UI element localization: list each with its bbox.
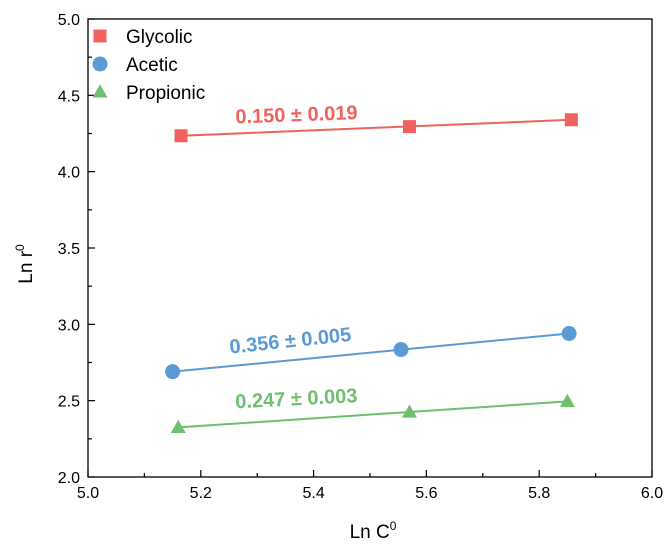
x-tick-label: 5.6 xyxy=(415,485,437,502)
y-tick-label: 3.0 xyxy=(58,317,80,334)
acetic-data-point xyxy=(165,364,181,380)
legend-propionic-marker xyxy=(92,84,108,98)
data-markers xyxy=(165,113,578,433)
y-tick-label: 5.0 xyxy=(58,12,80,29)
y-tick-label: 2.0 xyxy=(58,470,80,487)
glycolic-fit-line xyxy=(181,118,572,137)
y-tick-label: 3.5 xyxy=(58,241,80,258)
propionic-data-point xyxy=(559,393,575,407)
acetic-data-point xyxy=(561,325,577,341)
legend: Glycolic Acetic Propionic xyxy=(92,27,205,104)
legend-glycolic-marker xyxy=(93,29,107,43)
x-tick-label: 5.2 xyxy=(190,485,212,502)
glycolic-slope-label: 0.150 ± 0.019 xyxy=(235,102,358,128)
glycolic-data-point xyxy=(564,113,578,127)
x-tick-label: 5.0 xyxy=(77,485,99,502)
legend-acetic-marker xyxy=(92,56,108,72)
y-tick-label: 2.5 xyxy=(58,394,80,411)
acetic-fit-line xyxy=(172,332,570,373)
x-tick-label: 6.0 xyxy=(641,485,663,502)
acetic-slope-label: 0.356 ± 0.005 xyxy=(229,324,353,359)
acetic-data-point xyxy=(393,342,409,358)
y-tick-label: 4.5 xyxy=(58,88,80,105)
y-tick-label: 4.0 xyxy=(58,165,80,182)
x-tick-label: 5.8 xyxy=(528,485,550,502)
fit-lines xyxy=(172,118,572,429)
y-axis-label: Ln r0 xyxy=(13,244,37,284)
legend-propionic-label: Propionic xyxy=(126,83,205,104)
propionic-slope-label: 0.247 ± 0.003 xyxy=(235,385,358,413)
slope-labels: 0.150 ± 0.019 0.356 ± 0.005 0.247 ± 0.003 xyxy=(229,102,358,413)
legend-acetic-label: Acetic xyxy=(126,55,178,76)
propionic-data-point xyxy=(402,404,417,418)
propionic-data-point xyxy=(170,419,186,433)
x-tick-label: 5.4 xyxy=(302,485,324,502)
glycolic-data-point xyxy=(174,129,188,143)
propionic-fit-line xyxy=(178,400,568,429)
glycolic-data-point xyxy=(402,120,416,134)
legend-glycolic-label: Glycolic xyxy=(126,27,193,48)
axis-ticks: 5.0 5.2 5.4 5.6 5.8 6.0 2.0 2.5 3.0 3.5 4.0 4.5 5.0 xyxy=(58,12,663,502)
x-axis-label: Ln C0 xyxy=(350,519,397,543)
